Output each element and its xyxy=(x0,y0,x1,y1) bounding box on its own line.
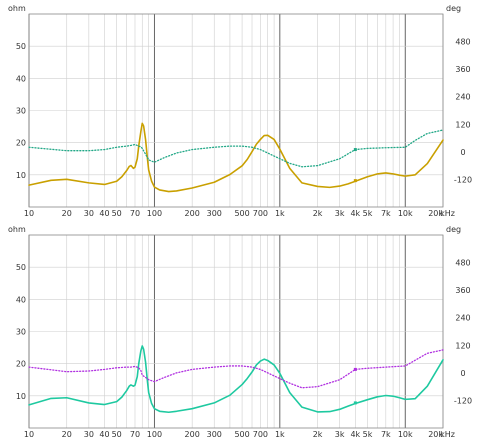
x-tick-label: 2k xyxy=(313,430,323,439)
y-left-tick-label: 50 xyxy=(16,263,26,272)
y-left-tick-label: 40 xyxy=(16,295,26,304)
phase-marker xyxy=(353,367,357,371)
y-left-tick-label: 30 xyxy=(16,328,26,337)
y-right-tick-label: 480 xyxy=(455,38,470,47)
x-tick-label: 1k xyxy=(275,209,285,218)
x-tick-label: 500 xyxy=(234,209,249,218)
x-tick-label: 500 xyxy=(234,430,249,439)
y-right-tick-label: 360 xyxy=(455,286,470,295)
x-tick-label: 4k xyxy=(350,209,360,218)
y-right-tick-label: 240 xyxy=(455,93,470,102)
x-tick-label: 20 xyxy=(62,430,72,439)
y-right-tick-label: 240 xyxy=(455,314,470,323)
y-right-tick-label: 480 xyxy=(455,259,470,268)
phase-series-line xyxy=(28,349,444,389)
x-tick-label: 200 xyxy=(185,430,200,439)
y-right-axis-label: deg xyxy=(446,4,461,13)
plot-frame xyxy=(28,234,444,429)
x-tick-label: 40 xyxy=(99,209,109,218)
x-tick-label: 20 xyxy=(62,209,72,218)
x-tick-label: 100 xyxy=(147,209,162,218)
x-tick-label: 20k xyxy=(428,430,443,439)
y-right-tick-label: 120 xyxy=(455,341,470,350)
y-left-axis-label: ohm xyxy=(8,225,26,234)
x-tick-label: 700 xyxy=(253,209,268,218)
x-tick-label: 2k xyxy=(313,209,323,218)
plot-frame xyxy=(28,13,444,208)
y-left-tick-label: 10 xyxy=(16,171,26,180)
y-right-tick-label: -120 xyxy=(454,396,472,405)
y-right-tick-label: 0 xyxy=(460,369,465,378)
phase-series-line xyxy=(28,129,444,168)
x-tick-label: 10k xyxy=(398,209,413,218)
x-tick-label: 70 xyxy=(130,430,140,439)
impedance-marker xyxy=(353,401,357,405)
x-tick-label: 10 xyxy=(24,430,34,439)
impedance-marker xyxy=(353,179,357,183)
x-tick-label: 30 xyxy=(84,209,94,218)
x-unit-label: kHz xyxy=(440,209,455,218)
y-right-axis-label: deg xyxy=(446,225,461,234)
x-tick-label: 100 xyxy=(147,430,162,439)
x-tick-label: 700 xyxy=(253,430,268,439)
x-tick-label: 300 xyxy=(207,430,222,439)
x-tick-label: 40 xyxy=(99,430,109,439)
y-left-axis-label: ohm xyxy=(8,4,26,13)
x-tick-label: 200 xyxy=(185,209,200,218)
x-tick-label: 5k xyxy=(363,209,373,218)
x-tick-label: 3k xyxy=(335,430,345,439)
x-tick-label: 300 xyxy=(207,209,222,218)
x-tick-label: 5k xyxy=(363,430,373,439)
x-tick-label: 7k xyxy=(381,430,391,439)
y-right-tick-label: 360 xyxy=(455,65,470,74)
x-tick-label: 20k xyxy=(428,209,443,218)
x-tick-label: 30 xyxy=(84,430,94,439)
impedance-series-line xyxy=(28,345,444,414)
x-tick-label: 50 xyxy=(112,430,122,439)
y-left-tick-label: 40 xyxy=(16,74,26,83)
x-tick-label: 1k xyxy=(275,430,285,439)
y-left-tick-label: 30 xyxy=(16,107,26,116)
y-left-tick-label: 20 xyxy=(16,360,26,369)
y-right-tick-label: 0 xyxy=(460,148,465,157)
x-tick-label: 10 xyxy=(24,209,34,218)
y-left-tick-label: 10 xyxy=(16,392,26,401)
y-right-tick-label: 120 xyxy=(455,120,470,129)
y-right-tick-label: -120 xyxy=(454,175,472,184)
x-tick-label: 4k xyxy=(350,430,360,439)
grid xyxy=(28,14,444,207)
x-tick-label: 70 xyxy=(130,209,140,218)
phase-marker xyxy=(353,148,357,152)
x-unit-label: kHz xyxy=(440,430,455,439)
impedance-series-line xyxy=(28,122,444,193)
x-tick-label: 3k xyxy=(335,209,345,218)
x-tick-label: 10k xyxy=(398,430,413,439)
x-tick-label: 50 xyxy=(112,209,122,218)
y-left-tick-label: 50 xyxy=(16,42,26,51)
x-tick-label: 7k xyxy=(381,209,391,218)
y-left-tick-label: 20 xyxy=(16,139,26,148)
